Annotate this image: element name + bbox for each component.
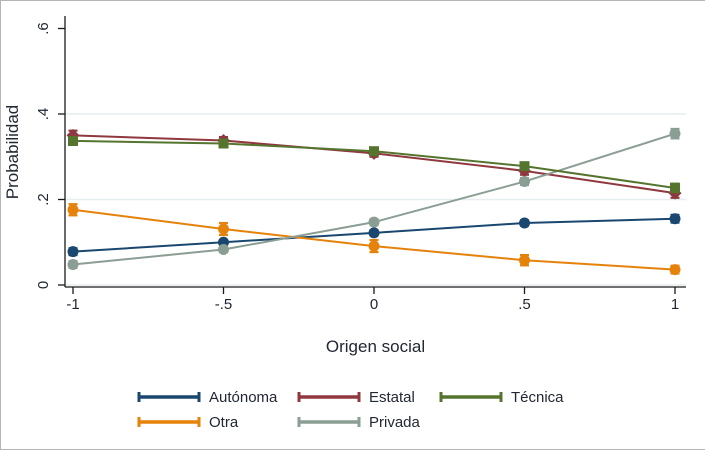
marker-otra: [669, 264, 681, 276]
marker-otra: [67, 204, 79, 216]
marker-otra: [368, 240, 380, 252]
y-tick-label: .2: [35, 193, 52, 206]
marker-privada: [669, 128, 681, 140]
legend-label-tecnica: Técnica: [511, 389, 564, 406]
x-tick-label: 0: [370, 296, 378, 313]
marker-tecnica: [369, 146, 379, 157]
marker-autonoma: [67, 246, 79, 258]
marker-otra: [519, 254, 530, 266]
y-tick-label: 0: [35, 281, 52, 289]
x-axis-title: Origen social: [326, 337, 425, 356]
marker-tecnica: [519, 161, 530, 172]
marker-autonoma: [368, 227, 380, 239]
x-tick-label: 1: [671, 296, 679, 313]
x-tick-label: .5: [518, 296, 531, 313]
marker-privada: [368, 216, 380, 228]
marker-privada: [519, 176, 530, 188]
y-tick-label: .6: [35, 22, 52, 35]
x-tick-label: -1: [66, 296, 79, 313]
legend-label-estatal: Estatal: [369, 389, 415, 406]
marker-otra: [218, 223, 229, 235]
legend-label-privada: Privada: [369, 414, 421, 431]
legend-label-otra: Otra: [209, 414, 239, 431]
marker-autonoma: [669, 213, 681, 225]
series-line-estatal: [72, 134, 676, 195]
marker-tecnica: [218, 138, 229, 149]
y-tick-label: .4: [35, 108, 52, 121]
marker-autonoma: [519, 217, 530, 229]
y-axis-title: Probabilidad: [3, 105, 22, 200]
marker-tecnica: [670, 182, 680, 193]
marker-privada: [67, 258, 79, 270]
x-tick-label: -.5: [215, 296, 233, 313]
legend-label-autonoma: Autónoma: [209, 389, 278, 406]
marker-privada: [218, 244, 229, 256]
marker-tecnica: [68, 135, 78, 146]
